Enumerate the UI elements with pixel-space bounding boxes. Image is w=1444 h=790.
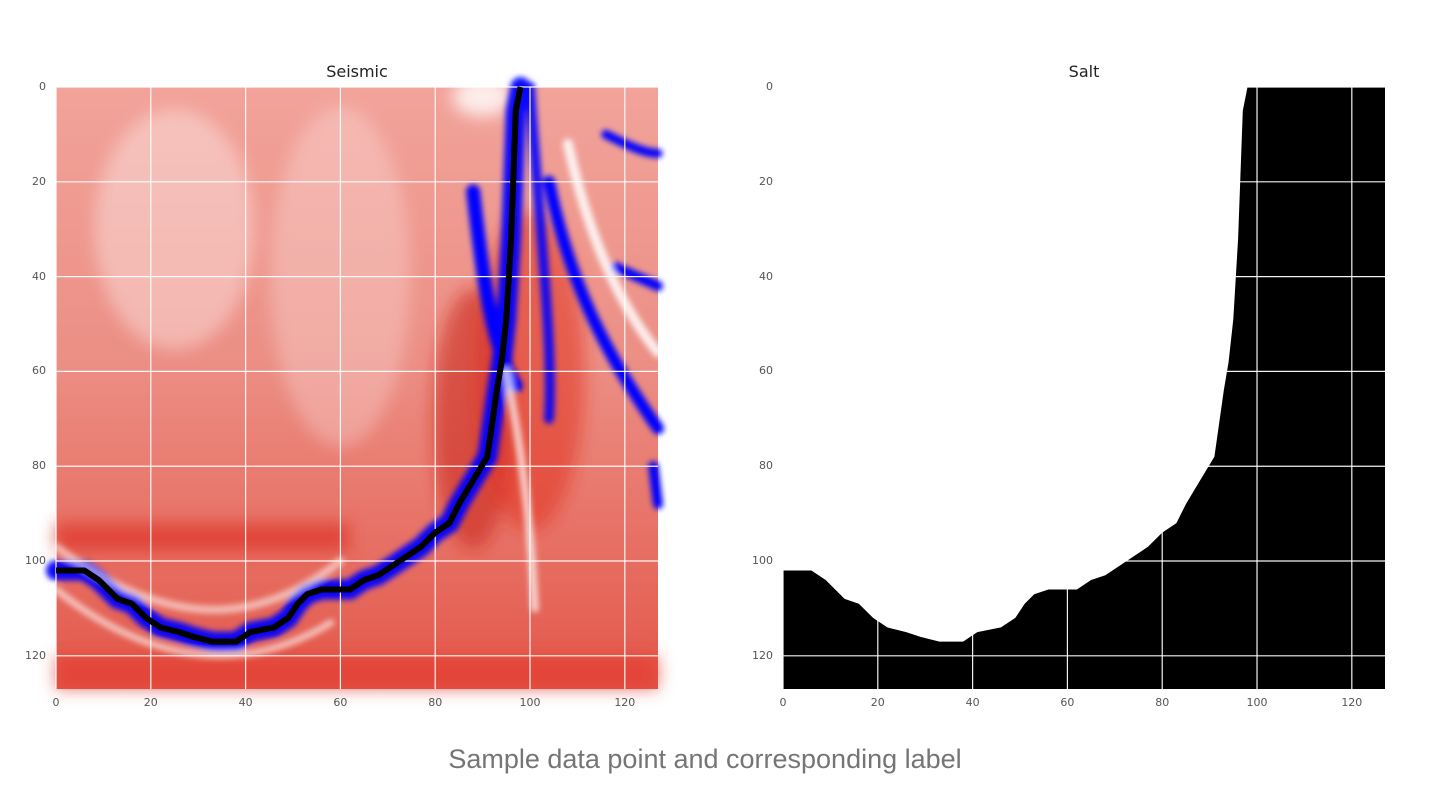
salt-y-tick-label: 60: [759, 364, 773, 378]
seismic-grid: [55, 86, 658, 689]
seismic-y-tick-label: 100: [25, 554, 46, 568]
seismic-white-reflector: [52, 542, 345, 614]
seismic-white-reflector: [502, 367, 539, 613]
seismic-y-tick-label: 120: [25, 648, 46, 662]
seismic-x-tick-label: 120: [614, 696, 636, 709]
seismic-texture: [56, 76, 658, 689]
seismic-y-tick-label: 20: [32, 174, 46, 188]
seismic-plot: [46, 76, 664, 689]
seismic-y-tick-label: 0: [39, 80, 46, 93]
seismic-y-tick-label: 40: [32, 269, 46, 283]
salt-y-tick-label: 40: [759, 269, 773, 283]
seismic-blue-reflector: [542, 175, 664, 435]
seismic-dark-zone: [56, 523, 350, 552]
salt-title: Salt: [1068, 62, 1100, 81]
seismic-white-reflector: [562, 138, 663, 358]
seismic-x-tick-label: 80: [428, 696, 443, 709]
seismic-x-tick-label: 20: [143, 696, 158, 709]
seismic-dark-zone: [56, 655, 658, 689]
seismic-y-tick-label: 80: [32, 459, 46, 473]
salt-y-tick-label: 120: [752, 648, 773, 662]
seismic-light-band: [94, 109, 255, 350]
seismic-blue-reflector: [525, 82, 555, 424]
salt-x-tick-label: 20: [870, 696, 885, 709]
seismic-blue-reflector: [648, 461, 663, 510]
salt-mask-region: [783, 87, 1248, 642]
seismic-y-tick-label: 60: [32, 364, 46, 378]
seismic-x-tick-label: 100: [519, 696, 541, 709]
salt-x-tick-label: 0: [779, 696, 787, 709]
salt-y-tick-label: 20: [759, 174, 773, 188]
salt-plot: [782, 86, 1385, 689]
seismic-x-tick-label: 40: [238, 696, 253, 709]
salt-x-tick-label: 120: [1341, 696, 1363, 709]
salt-x-tick-label: 60: [1060, 696, 1075, 709]
salt-y-tick-label: 80: [759, 459, 773, 473]
figure: Seismic 0 20 40 60 80 100 120 0 20 40 60 80 100 120 S…: [25, 62, 1385, 709]
seismic-white-reflector: [52, 585, 335, 659]
salt-boundary-line: [56, 86, 524, 645]
salt-x-tick-label: 40: [965, 696, 980, 709]
seismic-title: Seismic: [326, 62, 388, 81]
figure-caption: Sample data point and corresponding labe…: [448, 744, 962, 774]
seismic-blue-reflector: [601, 129, 663, 158]
salt-y-tick-label: 100: [752, 554, 773, 568]
seismic-x-tick-label: 60: [333, 696, 348, 709]
salt-y-tick-label: 0: [766, 80, 773, 93]
seismic-x-tick-label: 0: [52, 696, 60, 709]
salt-grid: [782, 86, 1385, 689]
salt-x-tick-label: 80: [1155, 696, 1170, 709]
seismic-light-band: [452, 76, 513, 117]
salt-x-tick-label: 100: [1246, 696, 1268, 709]
